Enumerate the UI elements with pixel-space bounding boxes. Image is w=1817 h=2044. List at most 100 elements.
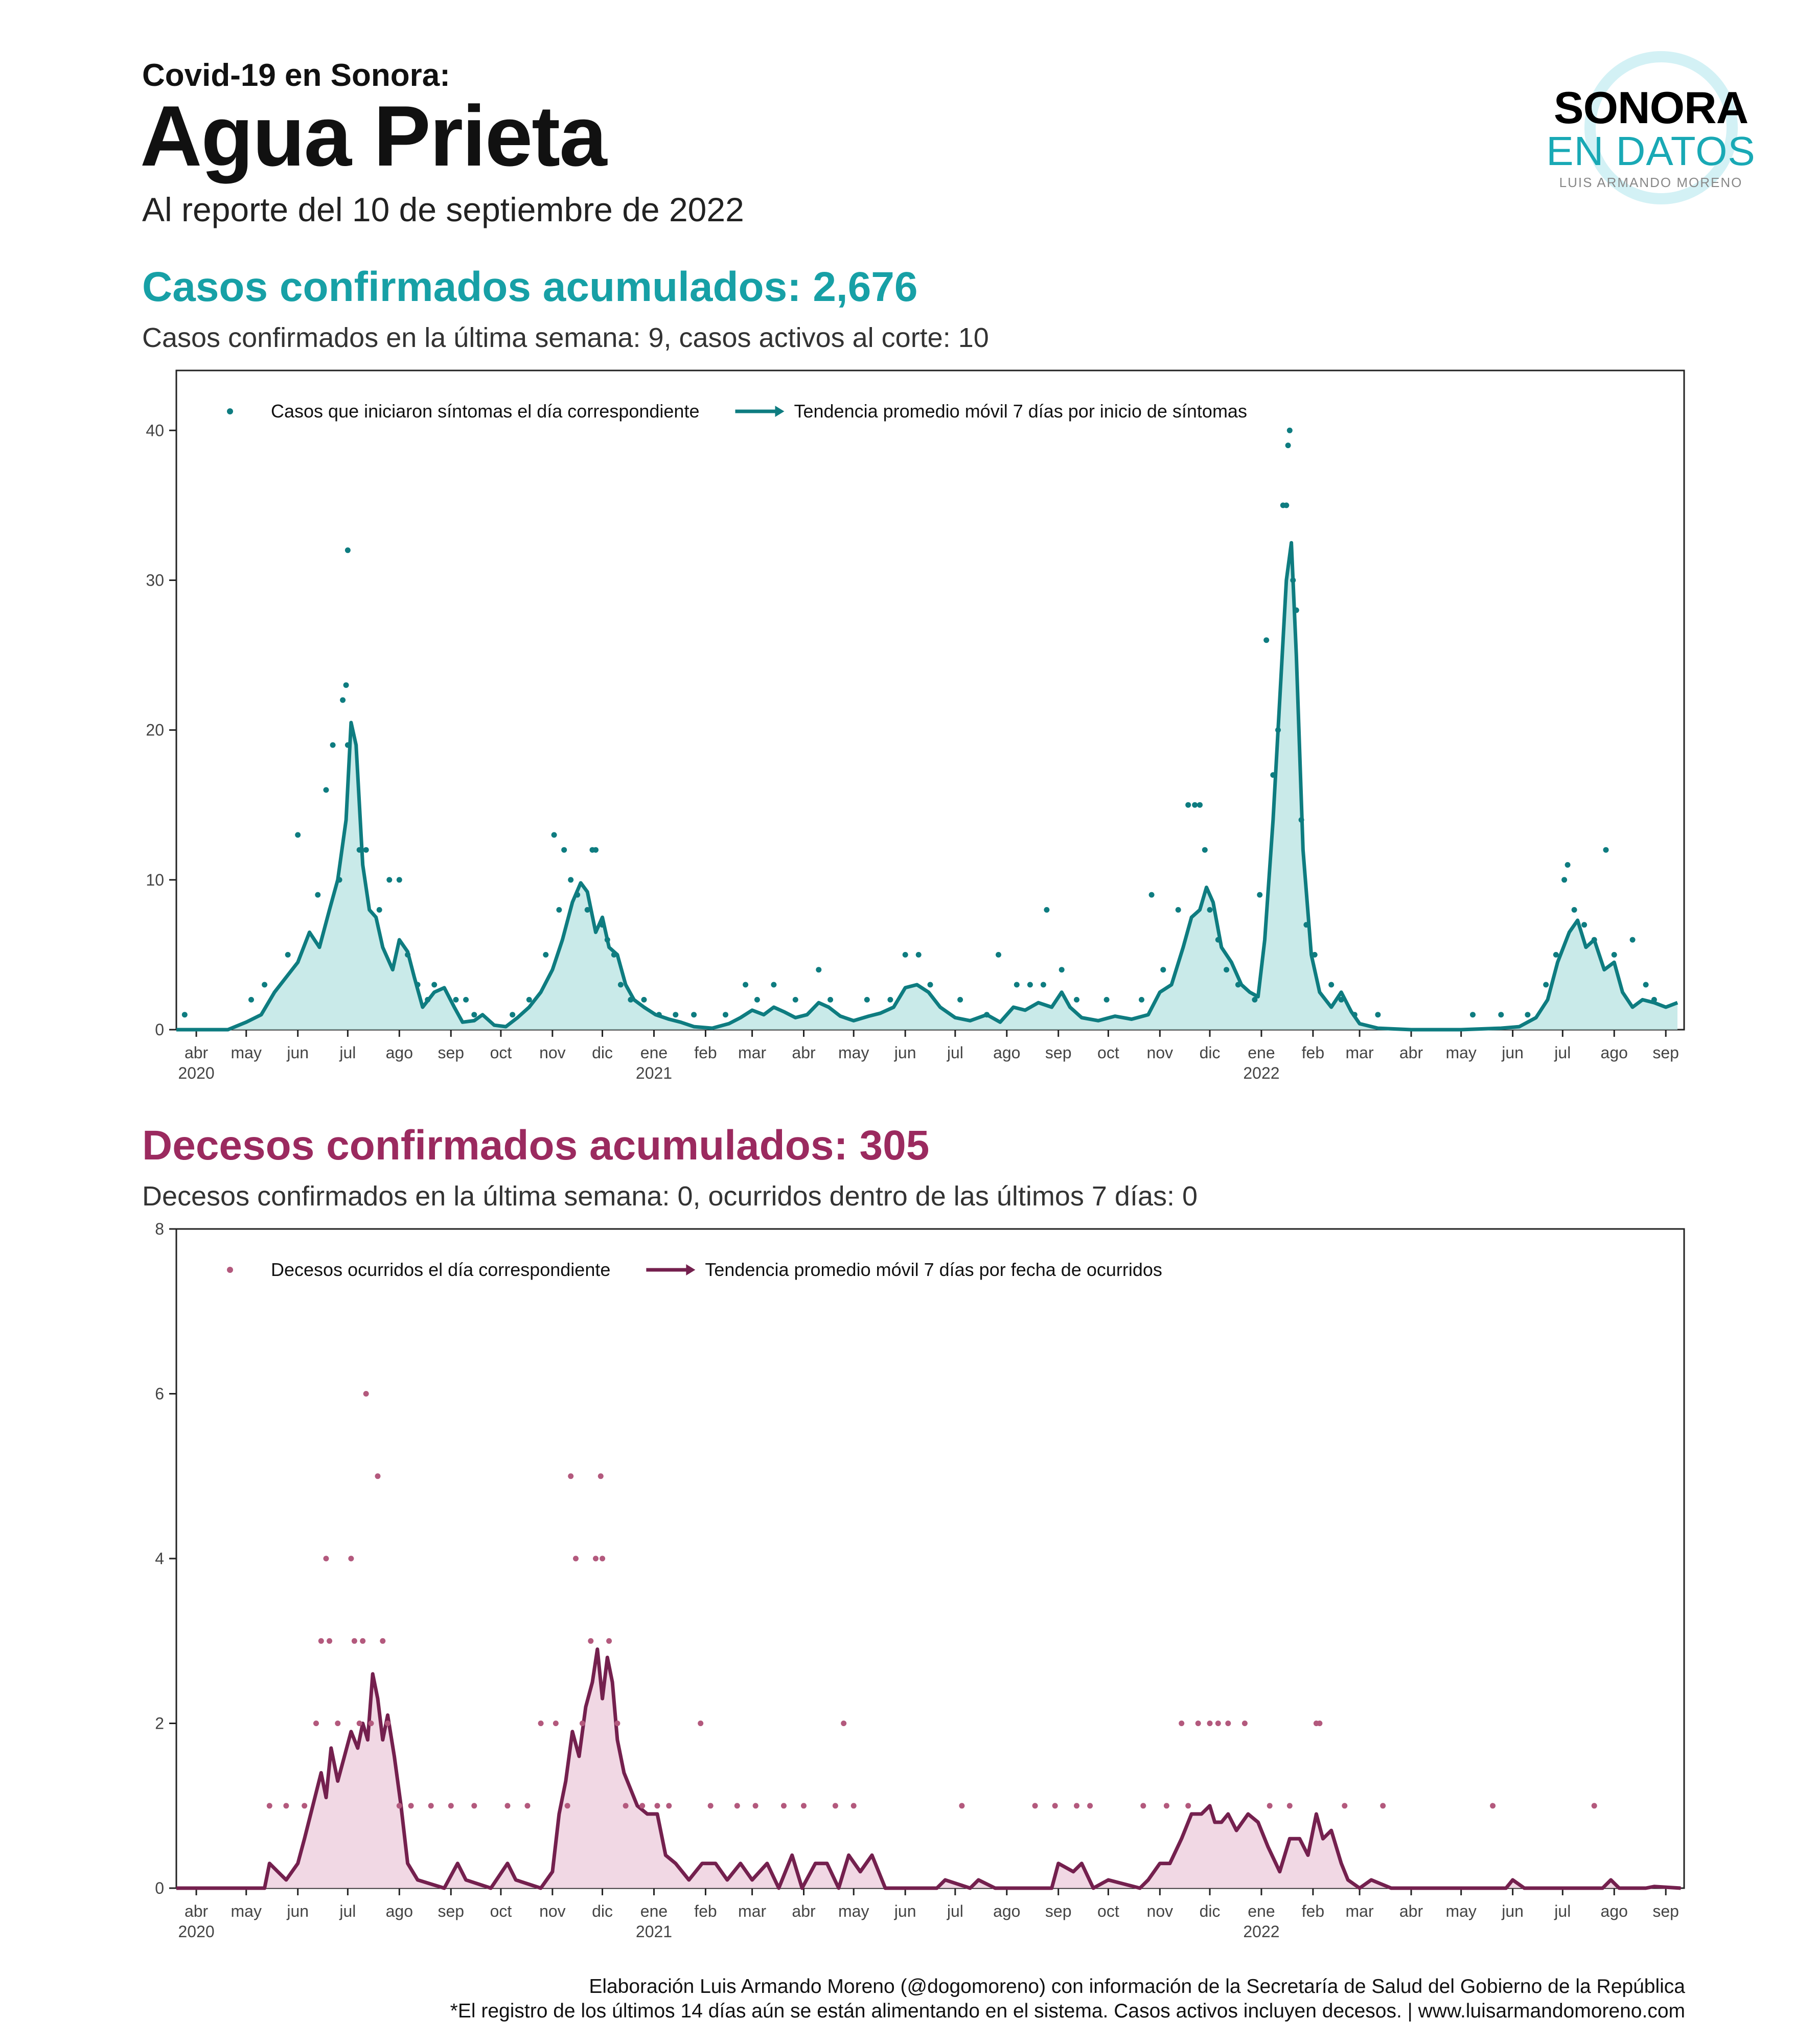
footer-note: *El registro de los últimos 14 días aún … <box>450 2000 1685 2022</box>
deaths-data-point <box>734 1803 740 1809</box>
deaths-data-point <box>356 1721 362 1726</box>
deaths-data-point <box>1342 1803 1348 1809</box>
cases-data-point <box>376 907 382 913</box>
cases-data-point <box>1571 907 1577 913</box>
deaths-x-tick-label: jul <box>1554 1902 1571 1920</box>
cases-x-year-label: 2022 <box>1243 1064 1279 1082</box>
logo-line-2: EN DATOS <box>1546 128 1756 174</box>
cases-x-tick-label: ago <box>386 1043 413 1062</box>
cases-data-point <box>1303 922 1309 928</box>
cases-x-tick-label: abr <box>1399 1043 1423 1062</box>
cases-data-point <box>691 1012 697 1018</box>
deaths-data-point <box>524 1803 531 1809</box>
cases-data-point <box>816 967 822 973</box>
cases-data-point <box>1148 892 1155 898</box>
cases-data-point <box>543 951 549 958</box>
cases-x-tick-label: jun <box>894 1043 916 1062</box>
cases-data-point <box>285 951 291 958</box>
deaths-data-point <box>850 1803 857 1809</box>
cases-x-tick-label: sep <box>438 1043 464 1062</box>
deaths-x-tick-label: abr <box>1399 1902 1423 1920</box>
deaths-data-point <box>568 1473 574 1479</box>
cases-data-point <box>1074 996 1079 1003</box>
cases-data-point <box>1224 967 1230 973</box>
cases-data-point <box>827 996 834 1003</box>
cases-x-tick-label: abr <box>185 1043 209 1062</box>
cases-data-point <box>1312 951 1318 958</box>
cases-data-point <box>927 982 933 988</box>
cases-data-point <box>957 996 963 1003</box>
cases-section-subtitle: Casos confirmados en la última semana: 9… <box>142 322 989 353</box>
deaths-plot-frame <box>175 1228 1685 1889</box>
cases-y-tick-label: 0 <box>155 1020 164 1039</box>
cases-y-tick-label: 40 <box>146 421 164 439</box>
cases-data-point <box>1470 1012 1476 1018</box>
cases-data-point <box>1215 937 1221 943</box>
deaths-data-point <box>593 1555 599 1562</box>
deaths-data-point <box>363 1391 369 1397</box>
cases-data-point <box>1285 443 1291 449</box>
deaths-x-year-label: 2022 <box>1243 1922 1279 1941</box>
cases-plot-frame <box>175 369 1685 1031</box>
sonora-en-datos-logo: SONORA EN DATOS LUIS ARMANDO MORENO <box>1544 41 1758 204</box>
deaths-data-point <box>385 1721 390 1726</box>
deaths-y-tick-label: 2 <box>155 1714 164 1733</box>
cases-x-tick-label: may <box>838 1043 869 1062</box>
cases-data-point <box>1160 967 1166 973</box>
deaths-data-point <box>580 1721 585 1726</box>
deaths-data-point <box>588 1638 594 1644</box>
cases-data-point <box>1338 996 1344 1003</box>
deaths-legend-line-label: Tendencia promedio móvil 7 días por fech… <box>705 1259 1162 1280</box>
cases-x-tick-label: dic <box>592 1043 613 1062</box>
deaths-x-tick-label: abr <box>792 1902 816 1920</box>
cases-data-point <box>323 787 329 793</box>
cases-data-point <box>431 982 438 988</box>
cases-data-point <box>1103 996 1110 1003</box>
cases-data-point <box>356 847 362 853</box>
deaths-data-point <box>375 1473 381 1479</box>
cases-data-point <box>415 982 421 988</box>
cases-data-point <box>915 951 922 958</box>
cases-legend-arrow-icon <box>775 406 785 417</box>
cases-data-point <box>1270 772 1276 778</box>
deaths-data-point <box>600 1555 606 1562</box>
cases-x-tick-label: jun <box>286 1043 309 1062</box>
cases-x-tick-label: jul <box>947 1043 963 1062</box>
deaths-x-tick-label: sep <box>1045 1902 1072 1920</box>
cases-data-point <box>1581 922 1588 928</box>
deaths-x-tick-label: jul <box>947 1902 963 1920</box>
cases-data-point <box>1611 951 1617 958</box>
cases-data-point <box>887 996 893 1003</box>
deaths-trend-area <box>176 1649 1681 1888</box>
cases-data-point <box>363 847 369 853</box>
deaths-data-point <box>1317 1721 1323 1726</box>
deaths-data-point <box>327 1638 333 1644</box>
cases-x-year-label: 2020 <box>178 1064 214 1082</box>
report-date: Al reporte del 10 de septiembre de 2022 <box>142 191 744 228</box>
deaths-x-tick-label: may <box>1445 1902 1476 1920</box>
deaths-x-tick-label: sep <box>438 1902 464 1920</box>
cases-data-point <box>1498 1012 1504 1018</box>
deaths-data-point <box>313 1721 319 1726</box>
deaths-x-tick-label: may <box>231 1902 262 1920</box>
cases-chart: 0 10 20 30 40 abr 2020 may jun jul ago sep oct nov dic… <box>146 369 1685 1082</box>
deaths-y-tick-label: 0 <box>155 1879 164 1897</box>
logo-line-3: LUIS ARMANDO MORENO <box>1559 175 1743 190</box>
cases-x-tick-label: mar <box>738 1043 766 1062</box>
cases-data-point <box>984 1012 990 1018</box>
deaths-x-tick-label: ene <box>640 1902 668 1920</box>
deaths-x-tick-label: may <box>838 1902 869 1920</box>
deaths-data-point <box>318 1638 324 1644</box>
cases-x-tick-label: oct <box>490 1043 512 1062</box>
cases-data-point <box>617 982 624 988</box>
cases-data-point <box>1565 862 1571 868</box>
deaths-y-tick-label: 6 <box>155 1385 164 1403</box>
deaths-data-point <box>698 1721 704 1726</box>
cases-data-point <box>1027 982 1033 988</box>
cases-trend-area <box>176 543 1677 1030</box>
deaths-data-point <box>396 1803 402 1809</box>
cases-data-point <box>593 847 599 853</box>
cases-data-point <box>1014 982 1020 988</box>
cases-data-point <box>556 907 562 913</box>
cases-data-point <box>330 742 336 748</box>
